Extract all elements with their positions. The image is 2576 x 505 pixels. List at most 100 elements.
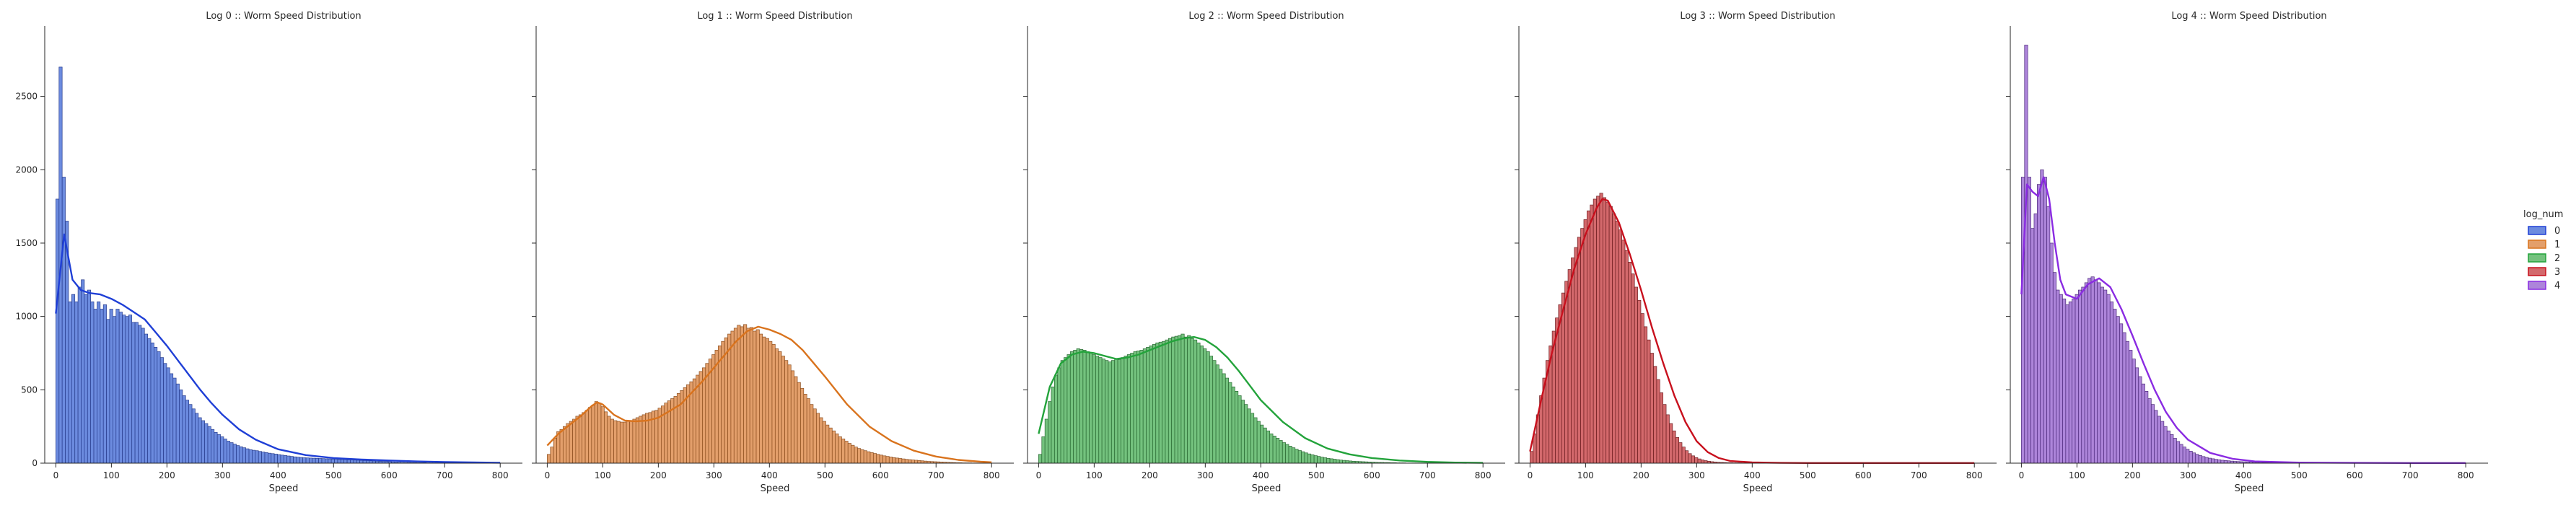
x-tick-label: 200 (1142, 470, 1158, 480)
bar (1561, 292, 1566, 464)
bar (1339, 460, 1343, 464)
legend-swatch (2528, 226, 2546, 235)
bar (607, 416, 611, 464)
y-tick-label: 1000 (15, 312, 38, 322)
x-tick-label: 800 (492, 470, 509, 480)
bar (223, 439, 227, 464)
bar (330, 458, 335, 464)
bar (1672, 430, 1676, 464)
y-tick-label: 500 (21, 385, 38, 395)
bar (353, 460, 357, 464)
kde-line (2020, 176, 2466, 464)
bar (597, 403, 602, 464)
bar (195, 413, 199, 464)
bar (559, 429, 564, 464)
bar (84, 294, 88, 464)
bar (56, 198, 60, 464)
bar (790, 370, 794, 464)
bar (847, 443, 851, 464)
bar (2211, 458, 2215, 464)
bar (166, 367, 170, 464)
bar (1038, 454, 1043, 464)
bar (812, 408, 817, 464)
bar (1089, 353, 1093, 464)
bar (851, 444, 855, 464)
bar (2132, 359, 2136, 464)
bar (1256, 421, 1261, 464)
bar (220, 436, 224, 464)
bar (340, 459, 345, 464)
bar (1665, 414, 1670, 464)
bar (2173, 438, 2177, 464)
bar (1323, 457, 1328, 464)
bar (350, 460, 354, 464)
bar (787, 364, 792, 464)
bar (1158, 341, 1162, 464)
bar (252, 449, 256, 464)
bar (2166, 430, 2170, 464)
bar (87, 289, 92, 464)
bar (1098, 357, 1103, 464)
x-tick-label: 700 (2402, 470, 2419, 480)
x-tick-label: 200 (159, 470, 175, 480)
x-tick-label: 400 (761, 470, 778, 480)
legend-item-0: 0 (2528, 226, 2560, 237)
kde-line (546, 325, 992, 463)
bar (1634, 286, 1638, 464)
bar (914, 460, 919, 464)
bar (604, 411, 608, 464)
bar (1092, 354, 1096, 464)
bar (2078, 289, 2082, 464)
bar (2087, 278, 2092, 464)
bar (1174, 335, 1178, 464)
bar (1206, 351, 1210, 464)
bar (2075, 294, 2079, 464)
bar (1269, 433, 1274, 464)
legend-item-4: 4 (2528, 281, 2560, 291)
bar (318, 458, 323, 464)
bar (2214, 459, 2218, 464)
bar (2116, 316, 2120, 464)
bar (1345, 460, 1349, 464)
legend-label: 4 (2554, 281, 2560, 291)
bar (1209, 356, 1214, 464)
bar (1297, 450, 1302, 464)
bar (641, 414, 646, 464)
bar (800, 387, 805, 464)
bar (2141, 383, 2145, 464)
bar (768, 341, 773, 464)
bar (2046, 206, 2051, 464)
bar (1342, 460, 1346, 464)
bar (2043, 177, 2047, 464)
bar (1564, 281, 1569, 464)
bar (1105, 360, 1109, 464)
panel-title: Log 2 :: Worm Speed Distribution (1188, 11, 1344, 22)
bar (2135, 367, 2139, 464)
x-tick-label: 0 (53, 470, 59, 480)
bar (1596, 196, 1600, 464)
bar (810, 404, 814, 464)
x-axis-label: Speed (1743, 483, 1773, 494)
bar (346, 459, 351, 464)
bar (2081, 286, 2085, 464)
bar (1064, 357, 1068, 464)
bar (81, 279, 85, 464)
bar (1628, 262, 1632, 464)
bar (888, 457, 893, 464)
bar (582, 412, 586, 464)
bar (1659, 392, 1664, 464)
bar (619, 421, 624, 464)
bar (892, 457, 896, 464)
bar (2024, 45, 2028, 464)
x-tick-label: 100 (1577, 470, 1594, 480)
y-tick-label: 1500 (15, 238, 38, 248)
bar (2103, 289, 2108, 464)
bar (359, 460, 364, 464)
x-tick-label: 600 (1855, 470, 1872, 480)
bar (296, 457, 300, 464)
bar (1162, 341, 1166, 464)
bar (2182, 447, 2186, 464)
bar (1333, 459, 1337, 464)
